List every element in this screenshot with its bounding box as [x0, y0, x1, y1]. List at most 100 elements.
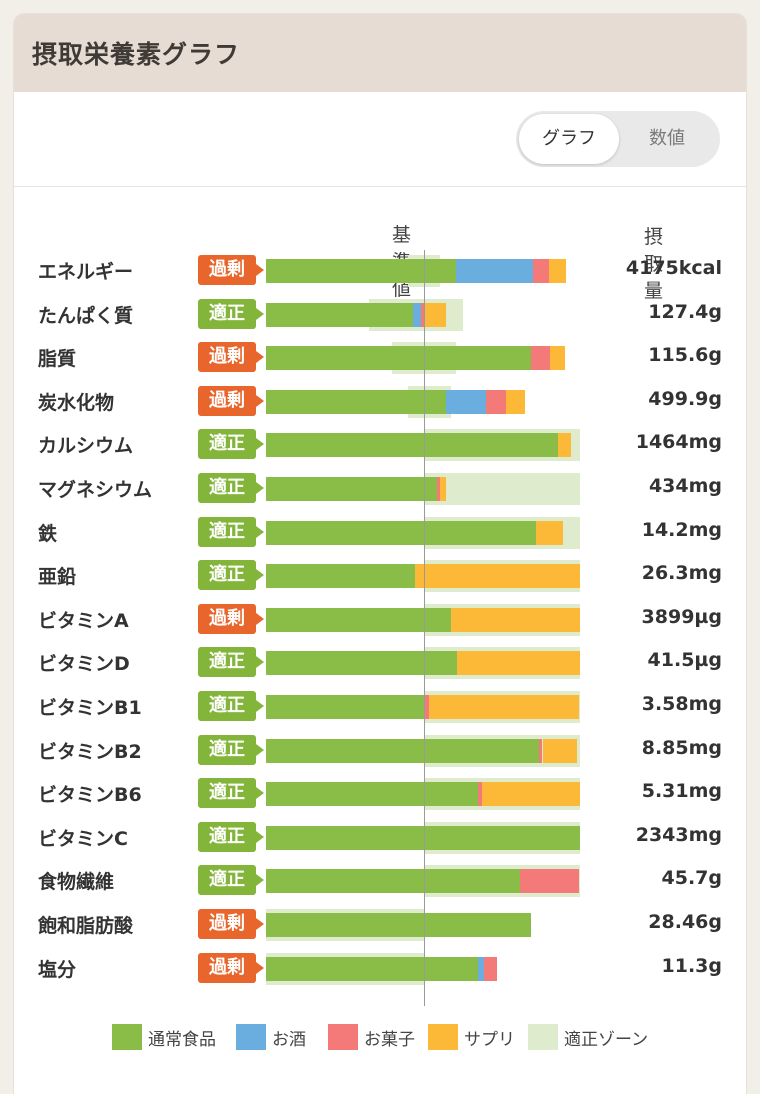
bar-segment-snack — [485, 390, 507, 414]
graph-view-button[interactable]: グラフ — [519, 114, 619, 164]
nutrient-name: エネルギー — [38, 261, 134, 283]
nutrient-name: 塩分 — [38, 959, 77, 981]
intake-value: 2343mg — [635, 824, 722, 846]
status-badge: 過剰 — [198, 255, 264, 285]
bar-segment-supplement — [558, 433, 571, 457]
intake-value: 8.85mg — [641, 737, 722, 759]
intake-value: 5.31mg — [641, 780, 722, 802]
view-toggle-row: グラフ 数値 — [14, 92, 746, 187]
nutrient-name: ビタミンA — [38, 610, 129, 632]
status-badge: 適正 — [198, 299, 264, 329]
bar-segment-alcohol — [412, 303, 421, 327]
bar-segment-supplement — [548, 259, 567, 283]
bar-segment-food — [266, 303, 413, 327]
bar-segment-food — [266, 957, 478, 981]
status-badge: 過剰 — [198, 909, 264, 939]
nutrient-name: マグネシウム — [38, 479, 153, 501]
bar-segment-food — [266, 390, 447, 414]
nutrient-name: 飽和脂肪酸 — [38, 915, 134, 937]
bar-segment-snack — [531, 346, 551, 370]
status-badge: 適正 — [198, 735, 264, 765]
intake-bar — [14, 953, 746, 985]
nutrient-row: ビタミンB6 適正 5.31mg — [14, 778, 746, 810]
intake-header: 摂取量 — [644, 226, 664, 302]
bar-segment-supplement — [428, 695, 579, 719]
legend-swatch — [328, 1024, 358, 1050]
card-title: 摂取栄養素グラフ — [32, 40, 241, 69]
appropriate-zone — [424, 473, 581, 505]
view-toggle[interactable]: グラフ 数値 — [516, 111, 720, 167]
intake-value: 1464mg — [635, 431, 722, 453]
intake-bar — [14, 647, 746, 679]
bar-segment-food — [266, 477, 437, 501]
bar-segment-supplement — [450, 608, 581, 632]
status-badge: 適正 — [198, 647, 264, 677]
bar-segment-alcohol — [477, 957, 485, 981]
intake-value: 3899µg — [641, 606, 722, 628]
intake-value: 45.7g — [661, 867, 722, 889]
value-view-button[interactable]: 数値 — [649, 128, 685, 149]
bar-segment-food — [266, 564, 415, 588]
bar-segment-supplement — [424, 303, 447, 327]
chart-legend: 通常食品 お酒 お菓子 サプリ 適正ゾーン — [14, 1022, 746, 1052]
intake-bar — [14, 517, 746, 549]
bar-segment-supplement — [506, 390, 526, 414]
status-badge: 適正 — [198, 560, 264, 590]
intake-value: 11.3g — [661, 955, 722, 977]
legend-item-alcohol: お酒 — [236, 1022, 306, 1052]
nutrient-name: 亜鉛 — [38, 566, 77, 588]
intake-value: 14.2mg — [641, 519, 722, 541]
status-badge: 過剰 — [198, 386, 264, 416]
intake-value: 3.58mg — [641, 693, 722, 715]
legend-label: お酒 — [272, 1029, 306, 1050]
card-header: 摂取栄養素グラフ — [14, 14, 746, 92]
status-badge: 過剰 — [198, 604, 264, 634]
intake-value: 28.46g — [648, 911, 722, 933]
nutrient-row: 食物繊維 適正 45.7g — [14, 865, 746, 897]
intake-value: 41.5µg — [647, 649, 722, 671]
intake-nutrient-card: 摂取栄養素グラフ グラフ 数値 基準値 摂取量 エネルギー過剰4175kcalた… — [14, 14, 746, 1094]
legend-label: 通常食品 — [148, 1029, 216, 1050]
nutrient-name: ビタミンB6 — [38, 784, 142, 806]
bar-segment-supplement — [536, 521, 564, 545]
intake-value: 115.6g — [648, 344, 722, 366]
intake-bar — [14, 299, 746, 331]
status-badge: 適正 — [198, 691, 264, 721]
intake-bar — [14, 691, 746, 723]
intake-value: 26.3mg — [641, 562, 722, 584]
nutrient-row: ビタミンA 過剰 3899µg — [14, 604, 746, 636]
intake-bar — [14, 604, 746, 636]
intake-bar — [14, 473, 746, 505]
nutrient-row: 炭水化物 過剰 499.9g — [14, 386, 746, 418]
bar-segment-food — [266, 608, 451, 632]
nutrient-row: 鉄 適正 14.2mg — [14, 517, 746, 549]
intake-value: 4175kcal — [625, 257, 722, 279]
nutrient-name: ビタミンC — [38, 828, 128, 850]
legend-item-snack: お菓子 — [328, 1022, 415, 1052]
nutrient-row: たんぱく質 適正 127.4g — [14, 299, 746, 331]
nutrient-name: 脂質 — [38, 348, 77, 370]
intake-bar — [14, 386, 746, 418]
bar-segment-snack — [420, 303, 424, 327]
legend-label: サプリ — [464, 1029, 515, 1050]
bar-segment-food — [266, 521, 537, 545]
bar-segment-supplement — [550, 346, 565, 370]
intake-value: 127.4g — [648, 301, 722, 323]
bar-segment-snack — [533, 259, 549, 283]
intake-bar — [14, 822, 746, 854]
nutrient-row: マグネシウム 適正 434mg — [14, 473, 746, 505]
nutrient-row: カルシウム 適正 1464mg — [14, 429, 746, 461]
status-badge: 適正 — [198, 517, 264, 547]
intake-bar — [14, 865, 746, 897]
nutrient-name: 食物繊維 — [38, 871, 115, 893]
nutrient-name: ビタミンD — [38, 653, 130, 675]
nutrient-name: カルシウム — [38, 435, 134, 457]
bar-segment-food — [266, 259, 456, 283]
legend-swatch — [428, 1024, 458, 1050]
intake-bar — [14, 778, 746, 810]
bar-segment-snack — [520, 869, 579, 893]
bar-segment-food — [266, 739, 540, 763]
status-badge: 適正 — [198, 778, 264, 808]
bar-segment-food — [266, 913, 532, 937]
nutrient-row: 塩分 過剰 11.3g — [14, 953, 746, 985]
